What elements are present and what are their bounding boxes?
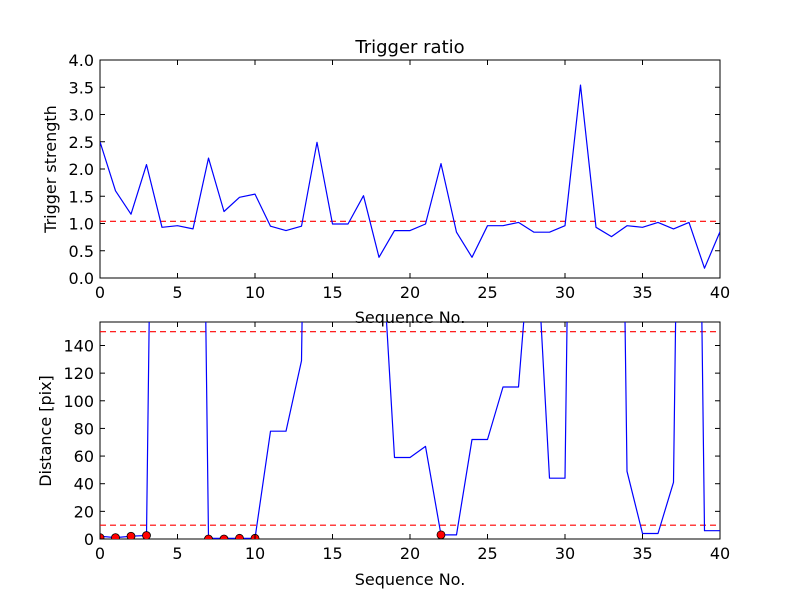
series-group — [100, 322, 720, 539]
data-marker — [436, 530, 446, 539]
y-tick-label: 3.5 — [69, 78, 94, 97]
x-ticks: 0 5 10 15 20 25 30 35 40 — [95, 322, 730, 563]
x-tick-label: 5 — [172, 544, 182, 563]
y-ticks: 0.0 0.5 1.0 1.5 2.0 2.5 3.0 3.5 4.0 — [69, 51, 720, 288]
y-tick-label: 140 — [63, 336, 94, 355]
y-tick-label: 2.0 — [69, 160, 94, 179]
y-tick-label: 120 — [63, 364, 94, 383]
y-tick-label: 1.5 — [69, 187, 94, 206]
x-tick-label: 35 — [632, 283, 652, 302]
x-tick-label: 0 — [95, 283, 105, 302]
reference-lines — [100, 331, 720, 526]
y-tick-label: 100 — [63, 392, 94, 411]
x-tick-label: 5 — [172, 283, 182, 302]
x-tick-label: 25 — [477, 283, 497, 302]
y-tick-label: 60 — [74, 447, 94, 466]
y-ticks: 0 20 40 60 80 100 120 140 — [63, 336, 720, 549]
y-tick-label: 20 — [74, 502, 94, 521]
series-group — [100, 84, 720, 269]
x-tick-label: 30 — [555, 283, 575, 302]
x-tick-label: 15 — [322, 544, 342, 563]
x-ticks: 0 5 10 15 20 25 30 35 40 — [95, 60, 730, 302]
plot-area: 0 5 10 15 20 25 30 35 40 0.0 0.5 1.0 1.5 2.0 2.5 3.0 3.… — [69, 51, 731, 302]
y-axis-label: Distance [pix] — [36, 375, 55, 487]
data-marker — [219, 534, 229, 539]
x-tick-label: 20 — [400, 544, 420, 563]
series-line — [100, 322, 720, 539]
y-tick-label: 4.0 — [69, 51, 94, 70]
y-tick-label: 2.5 — [69, 133, 94, 152]
y-tick-label: 0.5 — [69, 242, 94, 261]
distance-chart: 0 5 10 15 20 25 30 35 40 0 20 40 60 80 100 120 140 Sequ… — [36, 321, 730, 589]
y-tick-label: 3.0 — [69, 106, 94, 125]
x-tick-label: 25 — [477, 544, 497, 563]
data-marker — [235, 533, 244, 539]
y-tick-label: 0 — [84, 530, 94, 549]
y-tick-label: 0.0 — [69, 269, 94, 288]
y-axis-label: Trigger strength — [41, 105, 60, 234]
y-tick-label: 40 — [74, 475, 94, 494]
x-tick-label: 20 — [400, 283, 420, 302]
series-line — [100, 84, 720, 269]
x-tick-label: 15 — [322, 283, 342, 302]
data-marker — [126, 531, 136, 539]
y-tick-label: 1.0 — [69, 215, 94, 234]
data-marker — [100, 533, 105, 539]
data-marker — [142, 531, 151, 539]
x-tick-label: 40 — [710, 544, 730, 563]
x-axis-label: Sequence No. — [355, 570, 466, 589]
x-tick-label: 30 — [555, 544, 575, 563]
plot-area: 0 5 10 15 20 25 30 35 40 0 20 40 60 80 100 120 140 — [63, 321, 730, 563]
chart-title: Trigger ratio — [354, 37, 464, 58]
x-tick-label: 10 — [245, 283, 265, 302]
x-tick-label: 0 — [95, 544, 105, 563]
y-tick-label: 80 — [74, 419, 94, 438]
x-tick-label: 40 — [710, 283, 730, 302]
x-tick-label: 35 — [632, 544, 652, 563]
data-marker — [111, 533, 120, 539]
data-marker — [204, 534, 213, 539]
x-tick-label: 10 — [245, 544, 265, 563]
